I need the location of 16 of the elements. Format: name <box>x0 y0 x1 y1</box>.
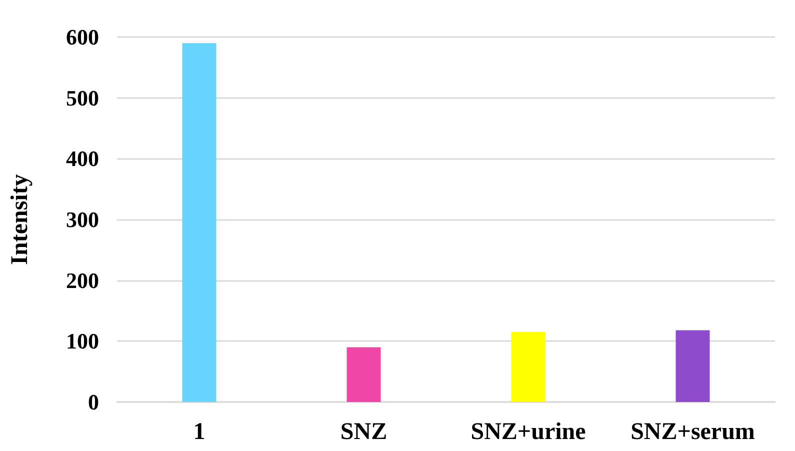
y-tick-label: 200 <box>66 268 99 293</box>
y-tick-label: 400 <box>66 146 99 172</box>
bar <box>676 330 710 402</box>
y-tick-label: 300 <box>66 207 99 232</box>
y-tick-label: 500 <box>66 85 99 110</box>
x-tick-label: SNZ+urine <box>470 419 586 445</box>
y-tick-label: 100 <box>66 328 99 354</box>
x-tick-label: SNZ <box>340 419 388 445</box>
y-tick-label: 600 <box>66 24 99 50</box>
bar <box>182 43 216 402</box>
bar <box>511 332 546 402</box>
y-tick-label: 0 <box>88 390 99 414</box>
bar <box>346 347 381 402</box>
x-tick-label: SNZ+serum <box>630 419 755 445</box>
x-tick-label: 1 <box>193 419 206 445</box>
y-axis-title: Intensity <box>7 174 33 265</box>
